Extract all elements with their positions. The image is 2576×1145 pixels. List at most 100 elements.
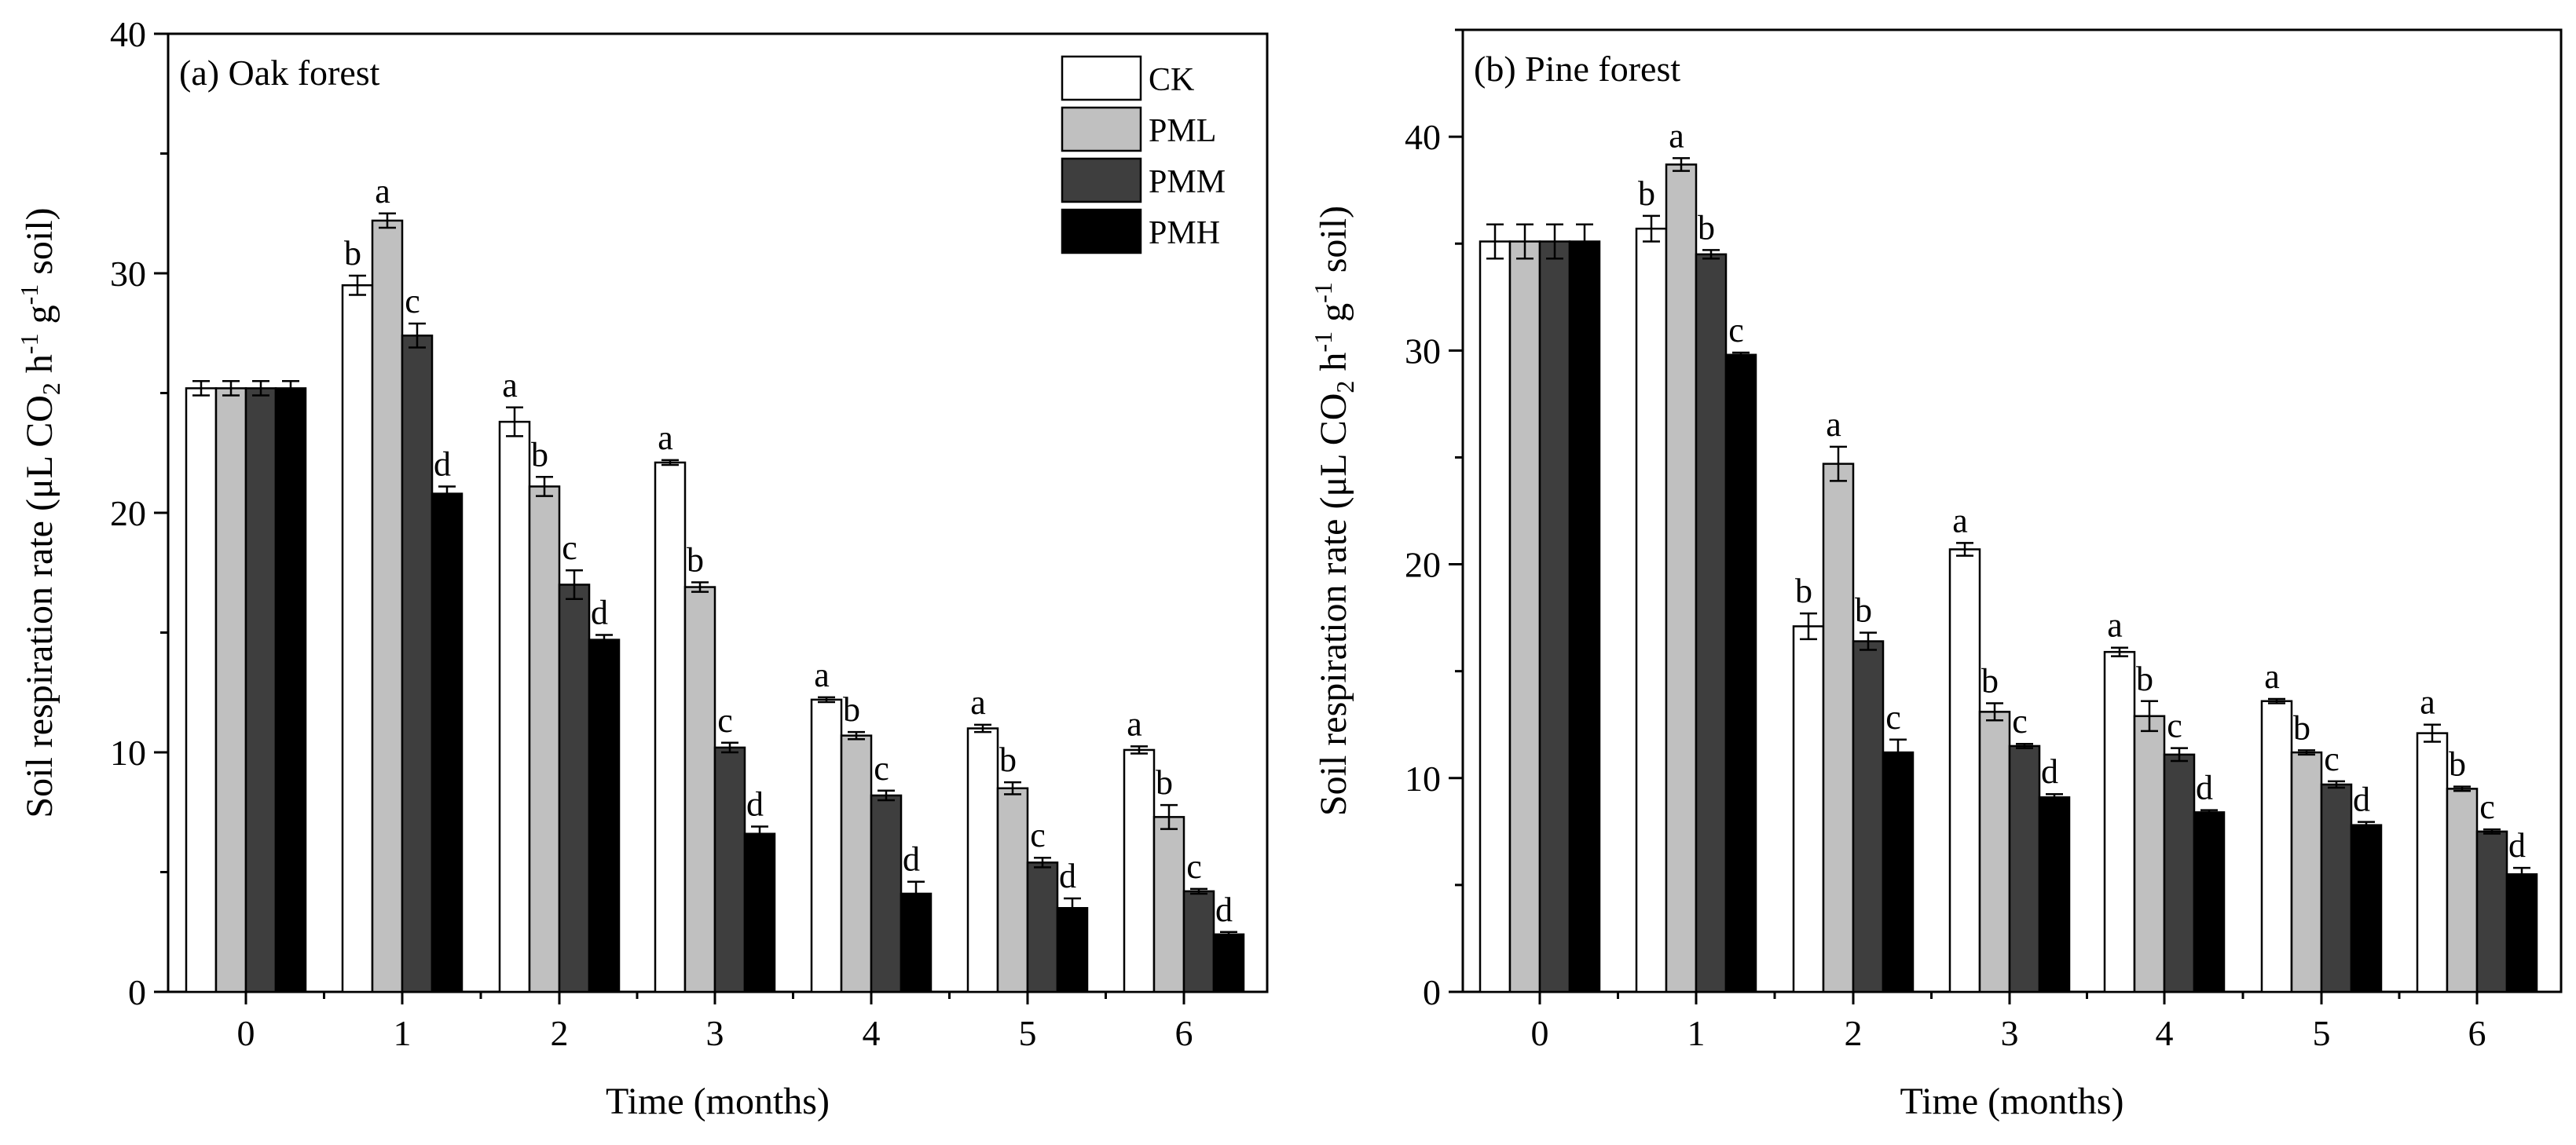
bar-ck <box>341 284 374 993</box>
y-axis-ticks: 0 10 20 30 40 <box>1405 28 1463 1012</box>
error-bar <box>974 723 991 733</box>
significance-letter: a <box>1826 405 1841 444</box>
bar-pmm <box>713 746 746 993</box>
significance-letter: a <box>502 366 518 404</box>
bar-pml <box>1508 240 1541 993</box>
bar-pmm <box>1026 861 1059 993</box>
error-bar <box>2046 792 2063 802</box>
error-bar <box>222 380 240 397</box>
bar-ck <box>1123 748 1156 993</box>
error-bar <box>1546 223 1563 260</box>
bar-ck <box>1479 240 1512 993</box>
error-bar <box>349 274 366 296</box>
significance-letter: d <box>903 840 920 879</box>
error-bar <box>192 380 210 397</box>
error-bar <box>661 459 679 466</box>
significance-letter: b <box>1795 572 1812 610</box>
significance-letter: a <box>814 656 830 694</box>
significance-letter: d <box>2508 826 2526 865</box>
error-bar <box>2298 749 2315 756</box>
legend-swatch <box>1061 157 1142 203</box>
error-bar <box>2171 747 2188 763</box>
y-axis-label-text: g <box>1313 303 1354 331</box>
error-bar <box>536 476 553 497</box>
error-bar <box>848 730 865 741</box>
error-bar <box>1702 249 1720 260</box>
legend-item-pml: PML <box>1061 106 1216 152</box>
significance-letter: d <box>1059 857 1076 895</box>
bar-pml <box>840 734 873 993</box>
error-bar <box>2111 646 2128 657</box>
significance-letter: b <box>2449 745 2466 784</box>
significance-letter: a <box>375 172 390 210</box>
x-axis-label: Time (months) <box>606 1081 830 1122</box>
y-tick-label: 10 <box>110 733 146 773</box>
y-axis-label-superscript: -1 <box>15 333 43 354</box>
bar-pmh <box>743 832 776 993</box>
bar-ck <box>966 727 999 993</box>
bar-pmh <box>431 492 464 993</box>
significance-letter: c <box>2479 788 2495 826</box>
significance-letter: c <box>717 701 733 740</box>
bar-pmh <box>1882 751 1915 993</box>
y-tick-label: 20 <box>110 493 146 533</box>
error-bar <box>282 380 299 397</box>
legend: CK PML PMM PMH <box>1061 55 1226 254</box>
significance-letter: c <box>1030 816 1046 854</box>
error-bar <box>379 212 396 229</box>
significance-letter: c <box>874 749 889 788</box>
bar-pml <box>996 787 1029 993</box>
bar-pml <box>683 586 716 993</box>
y-axis-label: Soil respiration rate (μL CO2 h-1 g-1 so… <box>1309 206 1359 816</box>
error-bar <box>1220 931 1237 938</box>
x-axis-ticks: 0 1 2 3 4 5 6 <box>1531 992 2486 1053</box>
bar-pml <box>1152 816 1185 993</box>
bar-ck <box>654 461 687 993</box>
bar-pmh <box>588 638 621 993</box>
error-bar <box>691 581 709 593</box>
y-axis-label-text: soil) <box>19 207 60 284</box>
significance-letter: b <box>1156 763 1173 802</box>
bar-pml <box>2290 751 2323 993</box>
x-tick-label: 2 <box>551 1013 569 1053</box>
y-axis-label-text: soil) <box>1313 206 1354 282</box>
significance-letter: d <box>2353 781 2370 819</box>
bar-pmm <box>2475 830 2508 993</box>
legend-swatch <box>1061 208 1142 254</box>
error-bar <box>409 322 426 349</box>
error-bar <box>2141 700 2158 733</box>
significance-letter: b <box>1981 662 1999 701</box>
significance-letter: c <box>2324 740 2340 778</box>
error-bar <box>1830 445 1847 482</box>
error-bar <box>1190 887 1207 895</box>
x-tick-label: 2 <box>1845 1013 1863 1053</box>
y-axis-label-text: h <box>1313 353 1354 381</box>
y-tick-label: 20 <box>1405 545 1441 585</box>
y-tick-label: 40 <box>110 14 146 54</box>
bar-pmm <box>1695 253 1728 993</box>
error-bar <box>1889 738 1907 766</box>
error-bar <box>1732 351 1750 358</box>
significance-letter: c <box>1186 847 1202 886</box>
bar-pmh <box>2505 873 2538 993</box>
legend-swatch <box>1061 55 1142 101</box>
bar-pmh <box>2193 811 2226 993</box>
significance-letter: c <box>562 529 577 567</box>
y-tick-label: 0 <box>128 972 146 1012</box>
y-axis-label-text: g <box>19 305 60 333</box>
bar-ck <box>810 698 843 993</box>
error-bar <box>1130 745 1148 755</box>
bar-pml <box>1665 163 1698 993</box>
error-bar-group <box>192 212 1237 938</box>
significance-letter: a <box>2420 683 2435 722</box>
significance-letter: a <box>2264 657 2280 696</box>
bar-pmm <box>1538 240 1571 993</box>
y-axis-label-superscript: -1 <box>1309 331 1337 353</box>
bar-ck <box>1635 227 1668 993</box>
significance-letter: a <box>658 419 673 457</box>
bar-ck <box>185 387 218 993</box>
error-bar <box>1064 897 1081 919</box>
bar-pmh <box>1056 907 1089 993</box>
